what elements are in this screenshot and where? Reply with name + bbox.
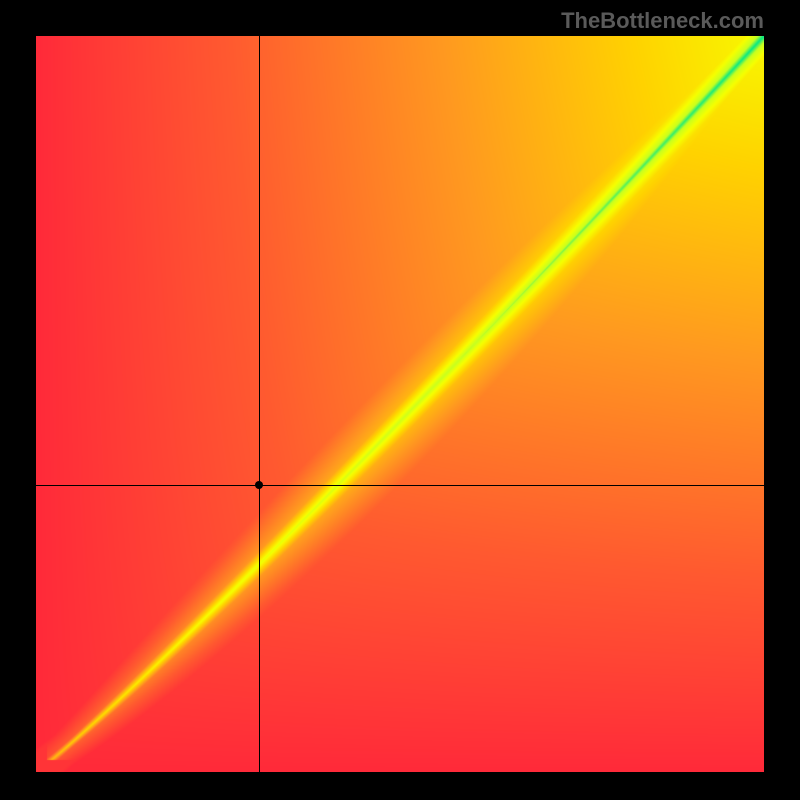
crosshair-horizontal — [36, 485, 764, 486]
data-point-marker — [255, 481, 263, 489]
heatmap-plot-area — [36, 36, 764, 772]
watermark-text: TheBottleneck.com — [561, 8, 764, 34]
crosshair-vertical — [259, 36, 260, 772]
heatmap-canvas — [36, 36, 764, 772]
